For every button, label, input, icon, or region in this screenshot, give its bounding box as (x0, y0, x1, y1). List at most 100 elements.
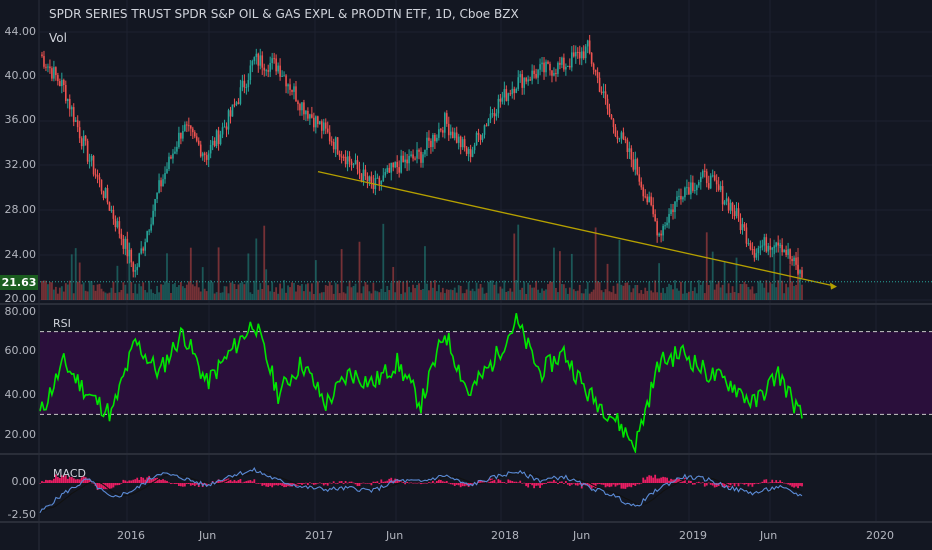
candle (596, 71, 599, 78)
macd-histogram-bar (424, 482, 426, 484)
volume-bar (648, 281, 651, 300)
macd-histogram-bar (160, 479, 162, 483)
candle (84, 135, 87, 141)
volume-bar (715, 284, 718, 300)
volume-bar (725, 293, 728, 300)
candle (781, 244, 783, 253)
macd-histogram-bar (45, 479, 47, 483)
macd-histogram-bar (142, 477, 145, 483)
macd-histogram-bar (642, 477, 645, 483)
macd-histogram-bar (493, 479, 496, 483)
candle (759, 246, 762, 248)
volume-bar (717, 281, 720, 300)
macd-histogram-bar (306, 483, 309, 486)
volume-bar (366, 284, 369, 300)
price-tick: 36.00 (4, 113, 37, 126)
candle (666, 222, 668, 226)
volume-bar (422, 289, 424, 300)
candle (442, 130, 444, 133)
candle (126, 238, 129, 257)
macd-histogram-bar (269, 483, 272, 486)
candle (211, 140, 214, 145)
macd-histogram-bar (755, 482, 758, 484)
macd-histogram-bar (523, 482, 526, 484)
candle (757, 247, 760, 254)
macd-histogram-bar (324, 483, 327, 485)
candle (313, 117, 315, 128)
volume-bar (267, 285, 270, 300)
volume-bar (632, 288, 635, 300)
candle (717, 184, 720, 190)
macd-histogram-bar (435, 480, 438, 483)
candle (723, 201, 726, 205)
candle (563, 57, 565, 70)
volume-bar (348, 280, 351, 300)
candle (491, 113, 494, 115)
candle (648, 196, 651, 203)
macd-histogram-bar (678, 478, 680, 483)
candle (598, 77, 601, 92)
candle (92, 155, 95, 175)
macd-histogram-bar (691, 483, 694, 485)
volume-bar (469, 290, 472, 300)
candle (670, 209, 672, 214)
volume-bar (356, 292, 359, 300)
candle (539, 64, 541, 70)
candle (285, 75, 287, 87)
candle (205, 155, 208, 160)
volume-bar (166, 253, 168, 300)
candle (318, 121, 321, 125)
macd-histogram-bar (336, 483, 339, 484)
candle (261, 55, 264, 68)
volume-bar (493, 284, 496, 300)
candle (390, 162, 393, 173)
candle (428, 137, 430, 141)
volume-bar (660, 292, 663, 300)
macd-histogram-bar (348, 481, 351, 483)
chart-title: SPDR SERIES TRUST SPDR S&P OIL & GAS EXP… (49, 7, 519, 21)
volume-bar (531, 287, 534, 300)
macd-histogram-bar (358, 483, 361, 486)
candle (315, 116, 317, 128)
macd-histogram-bar (191, 483, 194, 486)
volume-bar (249, 292, 252, 300)
macd-histogram-bar (428, 482, 430, 483)
candle (578, 52, 581, 59)
macd-histogram-bar (602, 483, 605, 485)
macd-histogram-bar (136, 477, 139, 483)
volume-bar (582, 293, 585, 300)
candle (364, 169, 367, 177)
volume-bar (172, 284, 174, 300)
volume-bar (713, 289, 716, 300)
trendline[interactable] (317, 170, 833, 287)
macd-histogram-bar (370, 483, 373, 486)
macd-histogram-bar (420, 483, 422, 485)
candle (537, 69, 539, 78)
price-tick: 28.00 (4, 203, 37, 216)
macd-histogram-bar (382, 481, 385, 483)
candle (703, 170, 706, 172)
volume-bar (682, 293, 684, 300)
macd-histogram-bar (189, 483, 192, 486)
candle (600, 91, 603, 94)
candle (787, 249, 789, 255)
candle (457, 136, 460, 143)
macd-histogram-bar (58, 478, 61, 483)
volume-bar (360, 293, 363, 300)
macd-histogram-bar (257, 483, 260, 484)
candle (404, 159, 406, 163)
macd-histogram-bar (51, 480, 53, 483)
candle (336, 137, 339, 154)
volume-bar (559, 251, 561, 300)
volume-bar (213, 293, 216, 300)
macd-histogram-bar (193, 483, 196, 487)
volume-bar (122, 282, 125, 300)
macd-histogram-bar (418, 482, 420, 484)
candle (445, 113, 448, 124)
volume-bar (666, 286, 668, 300)
volume-bar (568, 287, 571, 300)
candle (142, 248, 144, 251)
candle (471, 150, 474, 157)
